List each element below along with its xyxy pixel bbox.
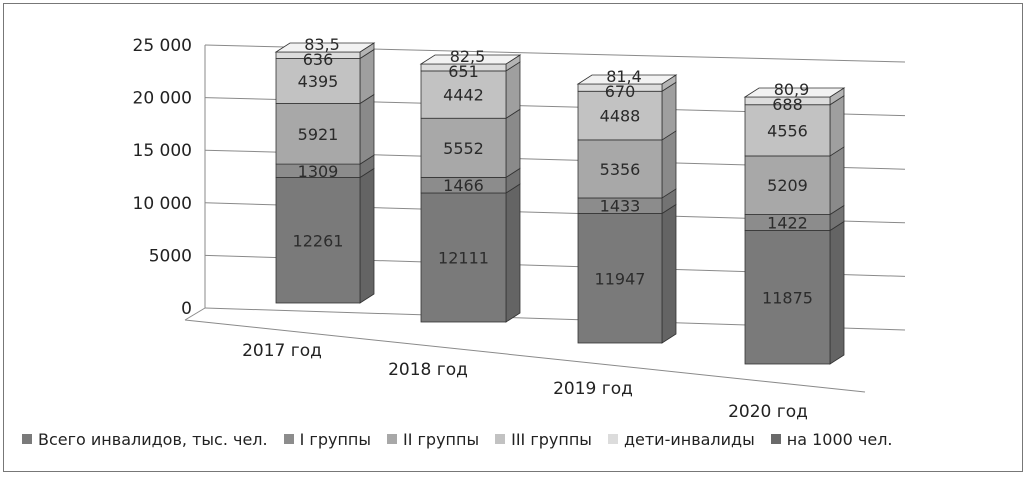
bar-top: [576, 74, 678, 85]
data-label: 4556: [767, 121, 808, 140]
data-label: 5209: [767, 176, 808, 195]
legend-swatch: [22, 434, 32, 444]
legend-item: III группы: [495, 430, 592, 449]
chart-legend: Всего инвалидов, тыс. чел. I группы II гру…: [22, 427, 909, 451]
bar-segment: [577, 139, 663, 199]
legend-label: III группы: [511, 429, 592, 449]
data-label: 80,9: [774, 80, 810, 99]
data-label: 1433: [600, 197, 641, 216]
data-label: 5552: [443, 139, 484, 158]
data-label: 11947: [595, 269, 646, 288]
data-label: 636: [303, 50, 334, 69]
data-label: 83,5: [304, 35, 340, 54]
data-label: 12261: [293, 231, 344, 250]
data-label: 1309: [298, 162, 339, 181]
bar-side: [505, 61, 521, 119]
bar-side: [829, 146, 845, 216]
legend-swatch: [607, 434, 618, 444]
data-label: 670: [605, 82, 636, 101]
y-tick-label: 25 000: [133, 36, 192, 56]
y-tick-label: 15 000: [133, 141, 192, 161]
legend-item: дети-инвалиды: [607, 429, 755, 449]
legend-swatch: [770, 434, 781, 444]
data-label: 5356: [600, 160, 641, 179]
bar-top: [274, 42, 376, 53]
bar-side: [829, 95, 845, 157]
bar-side: [505, 108, 521, 179]
x-tick-label: 2020 год: [728, 402, 808, 422]
bar-segment: [744, 230, 831, 365]
legend-swatch: [495, 434, 506, 444]
data-label: 12111: [438, 249, 489, 268]
bar-side: [359, 93, 375, 165]
bar-segment: [420, 70, 507, 119]
floor-edge: [865, 330, 905, 392]
data-label: 651: [448, 62, 479, 81]
data-label: 5921: [298, 125, 339, 144]
legend-label: на 1000 чел.: [786, 429, 893, 449]
data-label: 4395: [298, 72, 339, 91]
legend-swatch: [387, 434, 397, 444]
bar-segment: [577, 90, 663, 141]
bar-segment: [744, 155, 831, 215]
bar-side: [505, 183, 521, 323]
data-label: 4442: [443, 86, 484, 105]
legend-label: дети-инвалиды: [623, 429, 755, 449]
bar-top: [743, 87, 846, 98]
bar-side: [661, 130, 677, 199]
bar-segment: [420, 192, 507, 323]
data-label: 81,4: [606, 67, 642, 86]
legend-item: Всего инвалидов, тыс. чел.: [22, 430, 268, 449]
bar-segment: [744, 104, 831, 157]
bar-segment: [275, 177, 361, 304]
data-label: 11875: [762, 288, 813, 307]
floor-edge: [184, 319, 866, 393]
legend-label: II группы: [403, 429, 480, 449]
data-label: 688: [772, 95, 803, 114]
data-label: 1422: [767, 214, 808, 233]
x-tick-label: 2017 год: [242, 341, 322, 361]
bar-side: [661, 81, 677, 141]
y-tick-label: 5000: [149, 246, 192, 266]
y-tick-label: 10 000: [133, 194, 192, 214]
bar-side: [829, 220, 845, 365]
bar-top: [419, 54, 522, 65]
data-label: 4488: [600, 107, 641, 126]
bar-segment: [577, 213, 663, 344]
legend-label: I группы: [299, 429, 371, 449]
x-tick-label: 2019 год: [553, 379, 633, 399]
x-tick-label: 2018 год: [388, 360, 468, 380]
legend-item: I группы: [283, 429, 371, 449]
legend-swatch: [283, 434, 294, 444]
floor-edge: [184, 307, 206, 321]
data-label: 82,5: [450, 47, 486, 66]
legend-item: на 1000 чел.: [770, 429, 893, 449]
bar-segment: [420, 117, 507, 178]
bar-side: [661, 203, 677, 344]
bar-segment: [275, 103, 361, 165]
bar-side: [359, 167, 375, 304]
legend-item: II группы: [387, 430, 479, 449]
legend-label: Всего инвалидов, тыс. чел.: [38, 429, 268, 449]
y-tick-label: 20 000: [133, 89, 192, 109]
data-label: 1466: [443, 176, 484, 195]
y-tick-label: 0: [181, 299, 192, 319]
